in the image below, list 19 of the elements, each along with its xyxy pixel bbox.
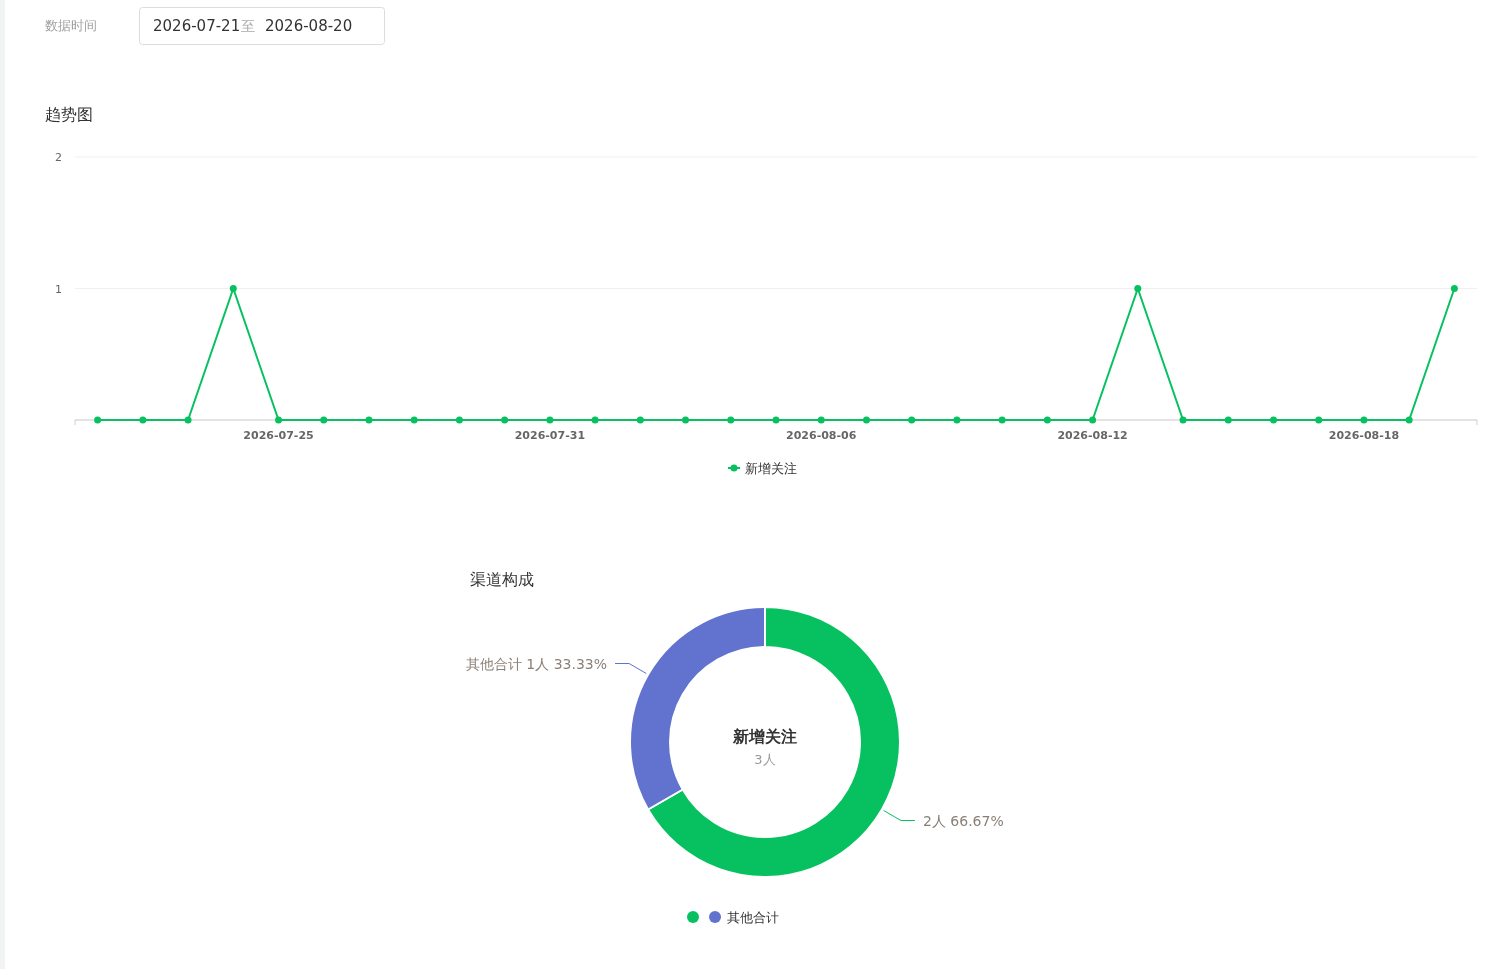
text: 2026-08-20 (265, 17, 353, 35)
x-tick-label: 2026-08-12 (1057, 429, 1128, 442)
data-label: 2人 66.67% (922, 812, 1004, 829)
text: 渠道构成 (470, 570, 534, 589)
y-tick-label: 2 (55, 151, 62, 164)
text: 2026-07-21 (153, 17, 241, 35)
text: 数据时间 (45, 18, 97, 33)
text: 3人 (754, 752, 776, 767)
text: 至 (241, 18, 255, 34)
text: 新增关注 (732, 727, 797, 746)
category-label: 其他合计 1人 33.33% (465, 655, 608, 672)
y-tick-label: 1 (55, 282, 62, 296)
legend-label: 其他合计 (727, 910, 779, 925)
legend-label: 新增关注 (745, 461, 797, 476)
x-tick-label: 2026-07-31 (514, 429, 586, 442)
x-tick-label: 2026-08-06 (786, 429, 857, 442)
x-tick-label: 2026-08-18 (1328, 429, 1400, 442)
x-tick-label: 2026-07-25 (243, 429, 314, 442)
chart-title: 趋势图 (45, 105, 93, 124)
